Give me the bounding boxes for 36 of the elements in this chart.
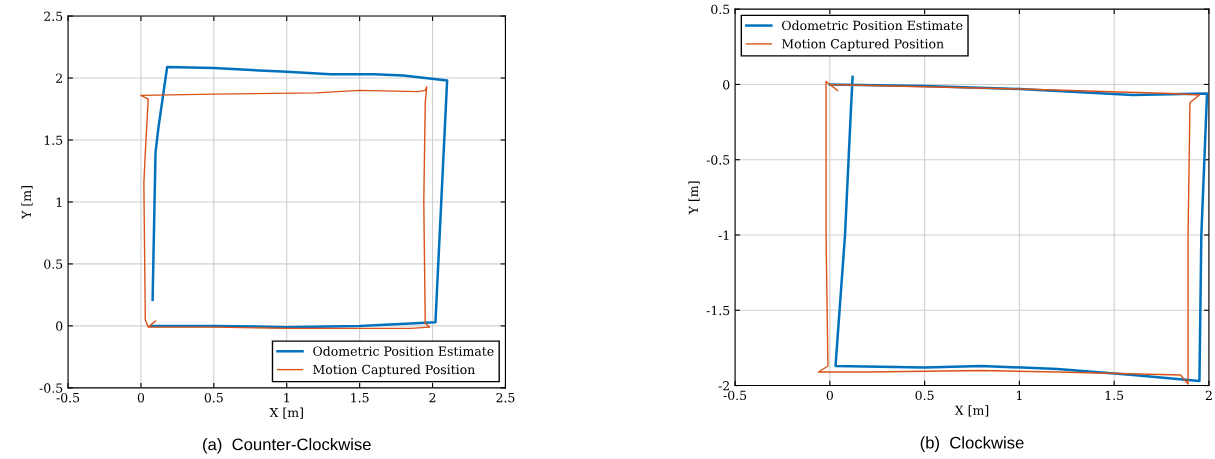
- y-axis-title: Y [m]: [688, 181, 700, 215]
- y-tick-label: 0: [56, 321, 63, 331]
- x-tick-label: 2: [429, 392, 436, 403]
- x-tick-label: 0: [826, 390, 833, 401]
- y-tick-label: 0.5: [44, 259, 63, 269]
- x-tick-label: 1: [1016, 390, 1022, 400]
- text: (a) Counter-Clockwise: [203, 438, 371, 454]
- y-tick-label: -0.5: [39, 383, 63, 393]
- x-axis-title: X [m]: [954, 405, 989, 417]
- y-tick-label: 1: [56, 197, 62, 207]
- x-tick-label: 2.5: [496, 392, 515, 403]
- x-axis-title: X [m]: [269, 407, 303, 419]
- x-tick-label: 2: [1205, 390, 1212, 400]
- text: (b) Clockwise: [920, 436, 1024, 452]
- legend-label: Motion Captured Position: [781, 38, 944, 51]
- line-series: [140, 86, 431, 330]
- x-tick-label: 1.5: [1105, 390, 1124, 401]
- y-tick-label: 2: [56, 73, 62, 83]
- line-series: [149, 65, 449, 329]
- x-tick-label: 0: [137, 392, 145, 403]
- legend-label: Motion Captured Position: [313, 364, 475, 377]
- y-axis-title: Y [m]: [21, 186, 33, 220]
- x-tick-label: 1: [284, 392, 289, 403]
- y-tick-label: 2.5: [44, 11, 63, 21]
- x-tick-label: 1.5: [351, 392, 369, 403]
- y-tick-label: -1.5: [706, 305, 730, 316]
- legend-label: Odometric Position Estimate: [313, 346, 494, 356]
- y-tick-label: 0: [723, 79, 730, 90]
- y-tick-label: 1.5: [44, 135, 63, 145]
- x-tick-label: 0.5: [915, 390, 934, 401]
- y-tick-label: 0.5: [711, 4, 730, 15]
- legend-label: Odometric Position Estimate: [782, 20, 963, 31]
- y-tick-label: -1: [718, 230, 729, 240]
- y-tick-label: -2: [718, 381, 729, 391]
- y-tick-label: -0.5: [706, 155, 730, 165]
- x-tick-label: 0.5: [204, 392, 223, 403]
